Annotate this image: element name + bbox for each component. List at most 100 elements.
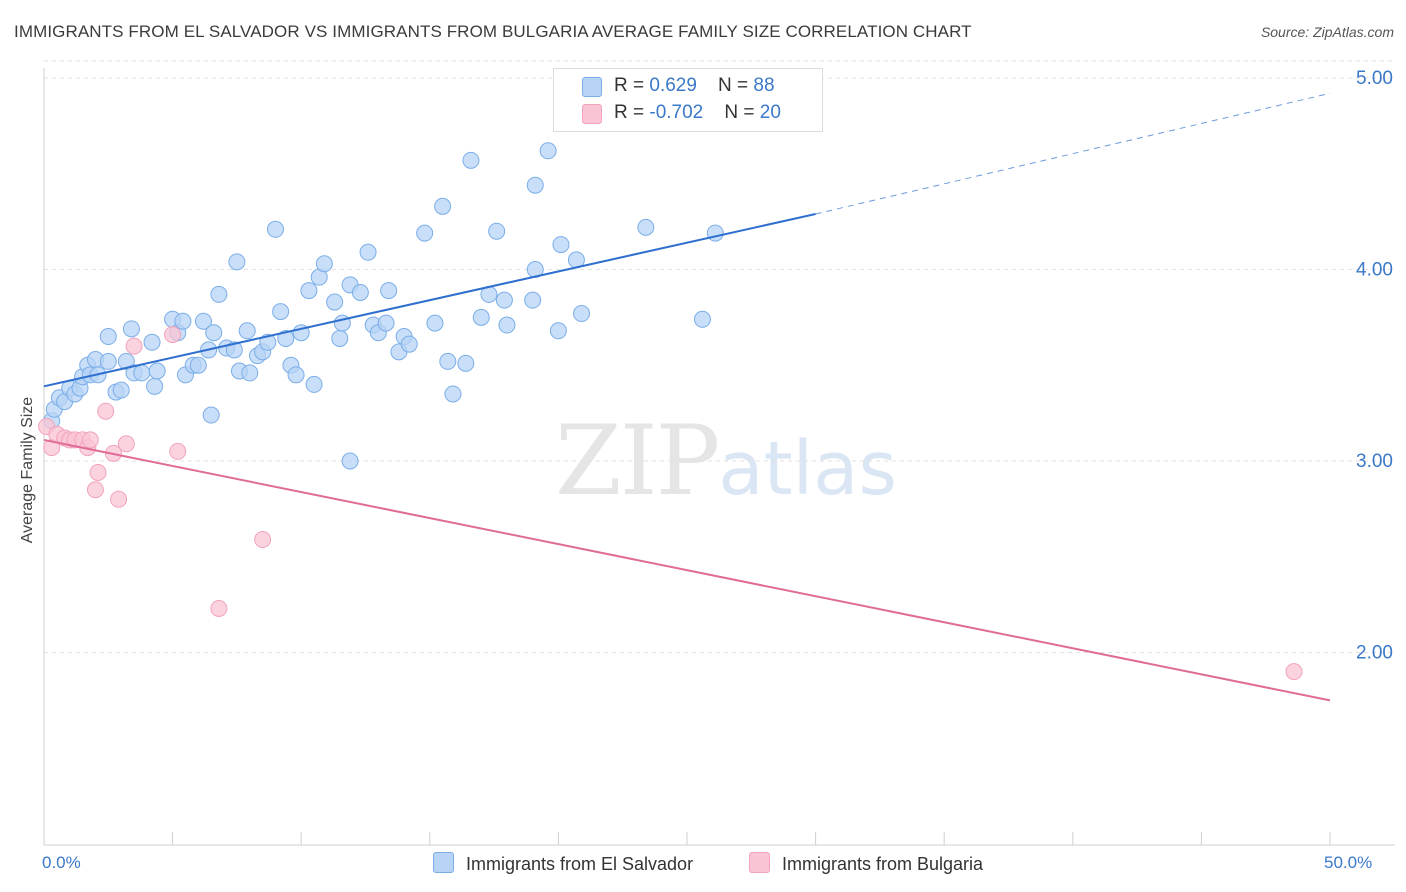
trend-line-el-salvador <box>43 212 816 388</box>
point-el-salvador <box>416 224 434 242</box>
point-el-salvador <box>434 197 452 215</box>
point-el-salvador <box>341 452 359 470</box>
point-el-salvador <box>573 305 591 323</box>
bottom-legend-label: Immigrants from El Salvador <box>466 854 694 874</box>
point-el-salvador <box>400 335 418 353</box>
point-el-salvador <box>444 385 462 403</box>
point-bulgaria <box>210 599 228 617</box>
point-el-salvador <box>380 282 398 300</box>
point-bulgaria <box>110 490 128 508</box>
point-bulgaria <box>164 326 182 344</box>
y-tick-label: 2.00 <box>1356 643 1393 664</box>
point-bulgaria <box>117 435 135 453</box>
point-bulgaria <box>125 337 143 355</box>
point-el-salvador <box>539 142 557 160</box>
data-points <box>38 142 1303 681</box>
bottom-legend-label: Immigrants from Bulgaria <box>782 854 984 874</box>
axes <box>43 68 1395 846</box>
point-el-salvador <box>472 308 490 326</box>
point-el-salvador <box>326 293 344 311</box>
grid-lines <box>44 60 1395 653</box>
point-el-salvador <box>277 329 295 347</box>
point-el-salvador <box>488 222 506 240</box>
point-bulgaria <box>254 531 272 549</box>
source-attribution: Source: ZipAtlas.com <box>1260 24 1394 40</box>
legend-r-label: R = <box>614 75 650 96</box>
point-bulgaria <box>1285 663 1303 681</box>
x-tick-label-min: 0.0% <box>42 853 81 872</box>
legend-r-value: 0.629 <box>649 75 697 96</box>
point-el-salvador <box>189 356 207 374</box>
trend-line-el-salvador-extension <box>815 92 1331 215</box>
point-el-salvador <box>287 366 305 384</box>
point-el-salvador <box>205 324 223 342</box>
point-el-salvador <box>228 253 246 271</box>
point-el-salvador <box>693 310 711 328</box>
point-el-salvador <box>498 316 516 334</box>
point-el-salvador <box>526 176 544 194</box>
point-el-salvador <box>524 291 542 309</box>
point-el-salvador <box>99 328 117 346</box>
point-el-salvador <box>315 255 333 273</box>
point-el-salvador <box>331 329 349 347</box>
trend-line-bulgaria <box>43 438 1331 702</box>
point-bulgaria <box>86 481 104 499</box>
point-el-salvador <box>706 224 724 242</box>
point-el-salvador <box>259 333 277 351</box>
point-el-salvador <box>266 220 284 238</box>
bottom-legend-el-salvador: Immigrants from El Salvador <box>433 852 693 875</box>
point-bulgaria <box>81 431 99 449</box>
bottom-legend-bulgaria: Immigrants from Bulgaria <box>749 852 983 875</box>
point-el-salvador <box>439 352 457 370</box>
point-el-salvador <box>194 312 212 330</box>
bottom-legend-swatch-blue <box>433 852 454 873</box>
point-el-salvador <box>225 341 243 359</box>
watermark-atlas: atlas <box>718 426 898 512</box>
point-el-salvador <box>457 354 475 372</box>
point-el-salvador <box>210 285 228 303</box>
trend-lines <box>43 92 1331 702</box>
point-el-salvador <box>377 314 395 332</box>
point-el-salvador <box>462 151 480 169</box>
legend-n-value: 88 <box>753 75 775 96</box>
point-el-salvador <box>549 322 567 340</box>
y-tick-label: 3.00 <box>1356 451 1393 472</box>
point-el-salvador <box>272 303 290 321</box>
point-bulgaria <box>169 442 187 460</box>
legend-r-label: R = <box>614 102 650 123</box>
point-el-salvador <box>495 291 513 309</box>
legend-swatch-blue <box>582 77 602 97</box>
legend-n-label: N = <box>724 102 760 123</box>
point-el-salvador <box>300 282 318 300</box>
legend-swatch-pink <box>582 104 602 124</box>
y-tick-labels: 2.00 3.00 4.00 5.00 <box>1356 68 1393 664</box>
point-el-salvador <box>351 283 369 301</box>
point-el-salvador <box>426 314 444 332</box>
point-bulgaria <box>97 402 115 420</box>
point-el-salvador <box>133 364 151 382</box>
stats-legend: R = 0.629 N = 88 R = -0.702 N = 20 <box>553 68 823 132</box>
point-el-salvador <box>552 236 570 254</box>
point-el-salvador <box>305 375 323 393</box>
x-tick-label-max: 50.0% <box>1324 853 1373 872</box>
point-bulgaria <box>89 463 107 481</box>
point-el-salvador <box>148 362 166 380</box>
point-el-salvador <box>112 381 130 399</box>
legend-n-label: N = <box>718 75 754 96</box>
point-el-salvador <box>146 377 164 395</box>
point-el-salvador <box>122 320 140 338</box>
point-el-salvador <box>174 312 192 330</box>
legend-n-value: 20 <box>759 102 781 123</box>
legend-r-value: -0.702 <box>649 102 704 123</box>
y-axis-label: Average Family Size <box>19 396 36 544</box>
y-tick-label: 5.00 <box>1356 68 1393 89</box>
bottom-legend-swatch-pink <box>749 852 770 873</box>
y-tick-label: 4.00 <box>1356 260 1393 281</box>
point-el-salvador <box>143 333 161 351</box>
point-el-salvador <box>202 406 220 424</box>
point-el-salvador <box>637 218 655 236</box>
point-el-salvador <box>241 364 259 382</box>
chart-title: IMMIGRANTS FROM EL SALVADOR VS IMMIGRANT… <box>14 22 972 41</box>
point-el-salvador <box>99 352 117 370</box>
